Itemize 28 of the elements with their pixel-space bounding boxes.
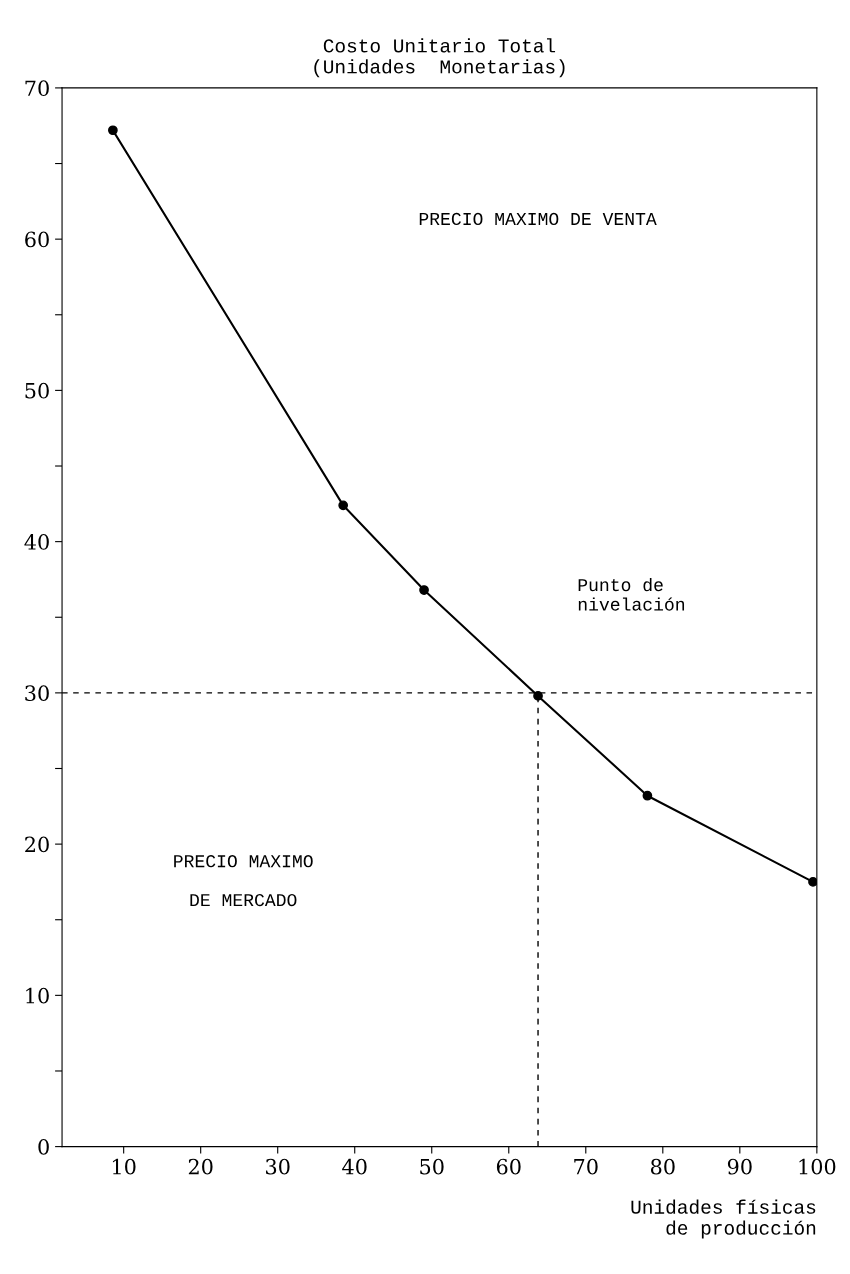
x-tick-label: 20 (188, 1158, 213, 1175)
point (808, 877, 817, 887)
x-tick-label: 30 (266, 1158, 290, 1175)
point (108, 125, 118, 136)
x-tick-label: 100 (799, 1158, 836, 1175)
x-tick-label: 70 (574, 1158, 598, 1175)
annotation: PRECIO MAXIMO DE VENTA (419, 212, 657, 226)
y-tick-label: 50 (25, 382, 49, 399)
y-tick-label: 20 (25, 836, 49, 853)
annotation: Punto de nivelación (578, 577, 685, 611)
point (642, 790, 653, 801)
point (419, 585, 429, 595)
x-tick-label: 80 (650, 1158, 675, 1175)
y-tick-label: 40 (24, 534, 49, 550)
text: PRECIO MAXIMO DE MERCADO (174, 855, 313, 907)
y-tick-label: 30 (25, 685, 49, 702)
x-tick-label: 10 (112, 1158, 136, 1175)
y-tick-label: 70 (25, 80, 49, 97)
x-tick-label: 50 (420, 1158, 444, 1175)
y-axis-title: Costo Unitario Total (Unidades Monetarias) (314, 38, 565, 78)
x-tick-label: 60 (496, 1158, 521, 1175)
x-axis-title: Unidades físicas de producción (631, 1199, 816, 1239)
x-tick-label: 40 (342, 1158, 367, 1175)
y-tick-label: 60 (25, 231, 49, 248)
x-tick-label: 90 (727, 1158, 752, 1175)
point (338, 500, 349, 511)
y-tick-label: 10 (26, 987, 49, 1004)
y-tick-label: 0 (38, 1139, 49, 1155)
